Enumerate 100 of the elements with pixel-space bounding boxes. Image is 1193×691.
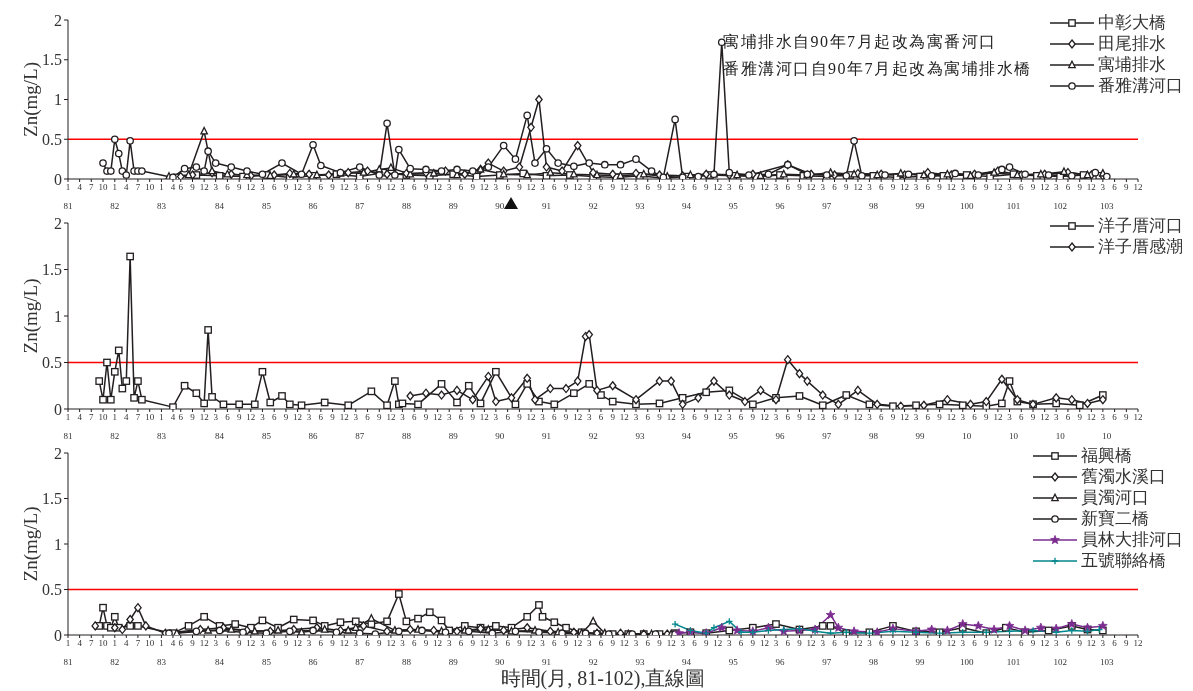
x-tick-label: 9 [937,638,943,649]
x-tick-label: 12 [246,182,256,193]
x-tick-label: 9 [470,412,476,423]
x-tick-label: 6 [1065,412,1071,423]
x2-tick-label: 82 [110,431,120,442]
x-tick-label: 6 [738,638,744,649]
x-tick-label: 3 [913,182,919,193]
y-tick-label: 1.5 [42,261,62,279]
x-tick-label: 9 [1077,182,1083,193]
x-tick-label: 12 [946,412,956,423]
x2-tick-label: 101 [1006,657,1021,668]
x-tick-label: 4 [77,182,83,193]
x-tick-label: 10 [145,638,155,649]
x-tick-label: 6 [972,638,978,649]
x-tick-label: 9 [703,638,709,649]
x2-tick-label: 81 [63,431,73,442]
x-tick-label: 9 [844,638,850,649]
x-tick-label: 6 [925,182,931,193]
y-tick-label: 2 [54,444,62,462]
x2-tick-label: 89 [448,201,459,212]
x-tick-label: 9 [236,412,242,423]
x-tick-label: 12 [433,182,443,193]
x2-tick-label: 93 [635,431,645,442]
x-tick-label: 12 [526,182,536,193]
x2-tick-label: 96 [775,201,785,212]
x2-tick-label: 88 [401,431,412,442]
y-tick-label: 0.5 [42,130,62,148]
x2-tick-label: 84 [215,431,225,442]
x-tick-label: 10 [145,182,155,193]
y-axis-title: Zn(mg/L) [19,62,42,137]
x-tick-label: 6 [1019,182,1025,193]
x-tick-label: 6 [552,638,558,649]
y-tick-label: 0 [54,626,62,644]
legend-label: 福興橋 [1081,445,1132,466]
x-tick-label: 9 [236,182,242,193]
x-tick-label: 9 [657,412,663,423]
x-tick-label: 7 [89,412,95,423]
x-tick-label: 9 [844,182,850,193]
x-tick-label: 12 [339,638,349,649]
x-tick-label: 12 [386,412,396,423]
x2-tick-label: 82 [110,657,120,668]
x2-tick-label: 100 [959,201,974,212]
x-tick-label: 9 [937,412,943,423]
x-tick-label: 6 [645,182,651,193]
legend-label: 洋子厝感潮 [1098,236,1183,257]
x2-tick-label: 92 [588,431,598,442]
x-tick-label: 6 [1019,638,1025,649]
x-tick-label: 12 [666,638,676,649]
x-tick-label: 12 [666,412,676,423]
x-tick-label: 3 [1100,182,1106,193]
x-tick-label: 12 [339,412,349,423]
x-tick-label: 6 [458,412,464,423]
x-tick-label: 10 [98,412,109,423]
y-tick-label: 1 [54,307,62,325]
annotation: 番雅溝河口自90年7月起改為寓埔排水橋 [723,59,1032,79]
x2-tick-label: 86 [308,657,319,668]
x2-tick-label: 91 [542,431,551,442]
x-tick-label: 12 [900,638,910,649]
x2-tick-label: 81 [63,201,73,212]
x-tick-label: 12 [433,412,443,423]
x-tick-label: 12 [806,182,816,193]
x-tick-label: 12 [900,412,910,423]
x-tick-label: 9 [1077,412,1083,423]
x2-tick-label: 100 [959,657,974,668]
x-tick-label: 9 [984,182,990,193]
x-tick-label: 6 [692,182,698,193]
x-tick-label: 12 [806,638,816,649]
y-tick-label: 0 [54,400,62,418]
x-tick-label: 3 [306,638,312,649]
x-tick-label: 6 [1065,182,1071,193]
x-tick-label: 12 [619,182,629,193]
x-tick-label: 12 [479,638,489,649]
x-tick-label: 12 [1133,182,1143,193]
x-tick-label: 9 [890,412,896,423]
x-tick-label: 3 [727,182,733,193]
x-tick-label: 3 [400,638,406,649]
x-tick-label: 12 [293,638,303,649]
x2-tick-label: 90 [495,201,505,212]
y-axis-title: Zn(mg/L) [19,506,42,582]
x-tick-label: 6 [598,412,604,423]
x-tick-label: 9 [797,182,803,193]
x-tick-label: 12 [199,182,209,193]
x-tick-label: 10 [98,638,109,649]
x-tick-label: 9 [517,638,523,649]
x-tick-label: 6 [878,638,884,649]
x-tick-label: 3 [960,412,966,423]
legend-label: 員林大排河口 [1081,529,1183,550]
y-tick-label: 0.5 [42,581,62,599]
x-tick-label: 3 [446,182,452,193]
x-tick-label: 12 [713,412,723,423]
x-tick-label: 6 [1112,638,1118,649]
x-tick-label: 1 [112,182,118,193]
x-tick-label: 9 [610,182,616,193]
x-tick-label: 9 [470,182,476,193]
x-tick-label: 12 [900,182,910,193]
x-tick-label: 3 [960,182,966,193]
legend-label: 新寶二橋 [1081,508,1149,529]
x-tick-label: 6 [785,182,791,193]
x-tick-label: 3 [446,412,452,423]
x-tick-label: 1 [112,412,118,423]
